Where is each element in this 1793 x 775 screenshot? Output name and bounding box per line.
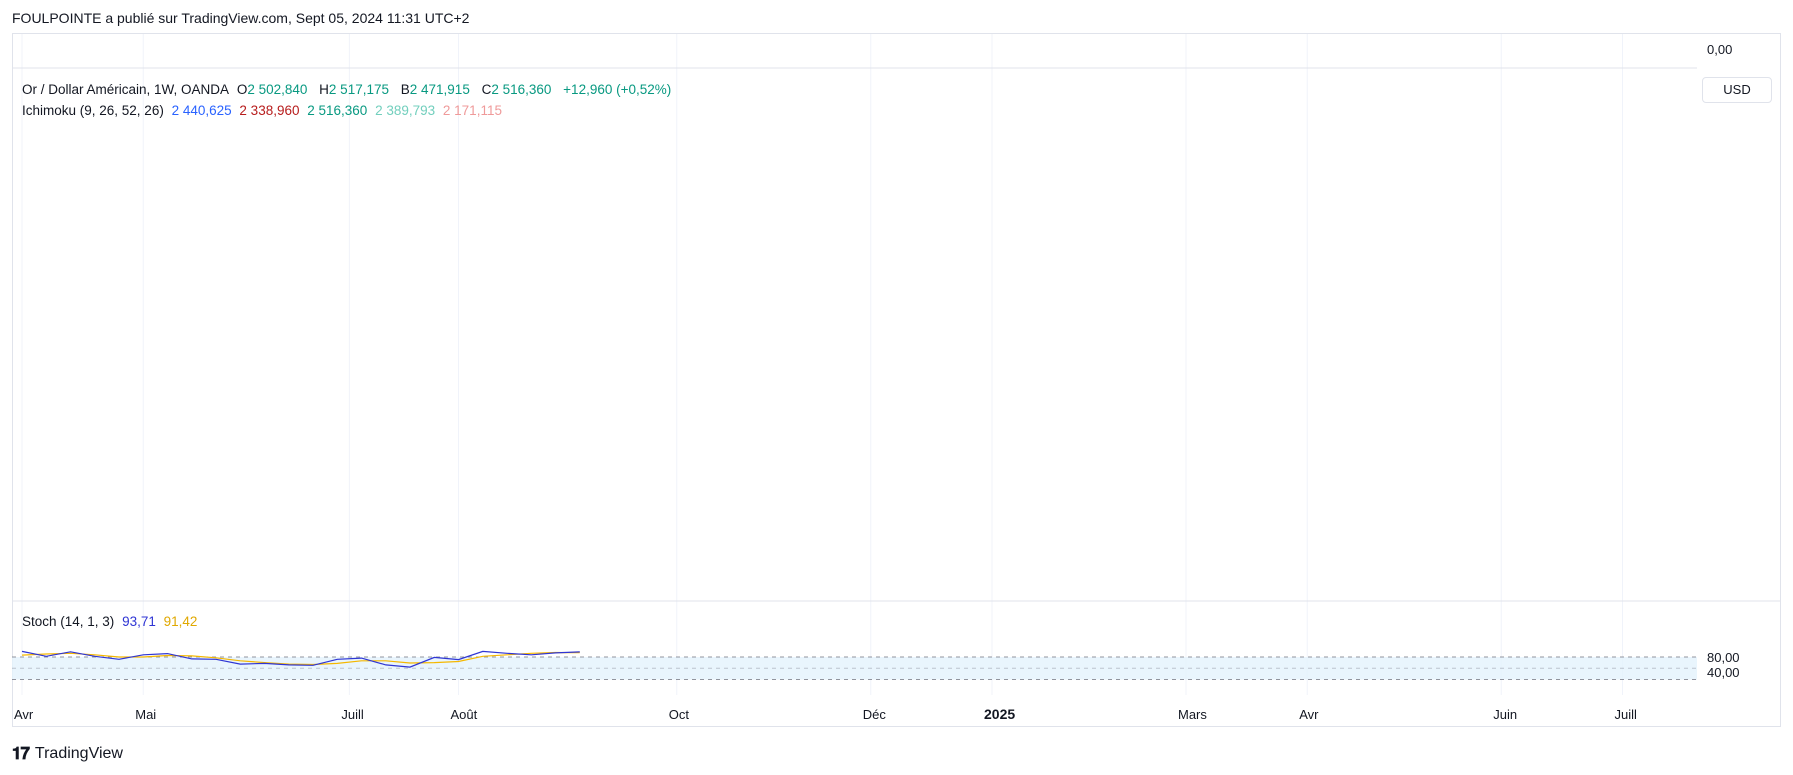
low-label: B <box>400 82 410 97</box>
ichimoku-value: 2 516,360 <box>307 103 368 118</box>
ichimoku-value: 2 440,625 <box>171 103 232 118</box>
stoch-d-line <box>21 651 580 666</box>
high-label: H <box>319 82 329 97</box>
x-tick-label: Juill <box>341 707 364 722</box>
symbol-legend: Or / Dollar Américain, 1W, OANDA O2 502,… <box>22 82 675 97</box>
x-tick-label: Avr <box>14 707 34 722</box>
ichimoku-value: 2 171,115 <box>442 103 502 118</box>
low-value: 2 471,915 <box>409 82 470 97</box>
high-value: 2 517,175 <box>328 82 389 97</box>
x-tick-label: Juill <box>1615 707 1638 722</box>
publish-info: FOULPOINTE a publié sur TradingView.com,… <box>12 10 470 26</box>
ichimoku-value: 2 389,793 <box>375 103 436 118</box>
x-tick-label: Juin <box>1493 707 1517 722</box>
x-tick-label: 2025 <box>984 706 1015 722</box>
stoch-legend: Stoch (14, 1, 3) 93,71 91,42 <box>22 614 201 629</box>
x-tick-label: Avr <box>1299 707 1319 722</box>
stoch-d-value: 91,42 <box>163 614 198 629</box>
open-value: 2 502,840 <box>247 82 308 97</box>
x-tick-label: Déc <box>863 707 887 722</box>
brand-name: TradingView <box>34 745 123 762</box>
stoch-k-value: 93,71 <box>122 614 156 629</box>
x-tick-label: Août <box>451 707 478 722</box>
tradingview-logo-icon: 𝟏𝟕 <box>12 744 30 763</box>
ichimoku-title[interactable]: Ichimoku (9, 26, 52, 26) <box>22 103 164 118</box>
chart-frame <box>12 33 1781 727</box>
x-tick-label: Mai <box>135 707 156 722</box>
close-label: C <box>481 82 492 97</box>
currency-button[interactable]: USD <box>1702 77 1772 103</box>
open-label: O <box>236 82 248 97</box>
stoch-tick-label: 80,00 <box>1707 650 1740 665</box>
ichimoku-value: 2 338,960 <box>239 103 300 118</box>
x-tick-label: Mars <box>1178 707 1207 722</box>
close-value: 2 516,360 <box>491 82 552 97</box>
footer-brand: 𝟏𝟕 TradingView <box>12 744 123 764</box>
symbol-title[interactable]: Or / Dollar Américain, 1W, OANDA <box>22 82 230 97</box>
x-tick-label: Oct <box>669 707 690 722</box>
stoch-tick-label: 40,00 <box>1707 665 1740 680</box>
stoch-title[interactable]: Stoch (14, 1, 3) <box>22 614 115 629</box>
ichimoku-legend: Ichimoku (9, 26, 52, 26) 2 440,625 2 338… <box>22 103 506 118</box>
stoch-k-line <box>21 650 580 668</box>
axis-top-label: 0,00 <box>1707 42 1732 57</box>
change-value: +12,960 (+0,52%) <box>563 82 672 97</box>
